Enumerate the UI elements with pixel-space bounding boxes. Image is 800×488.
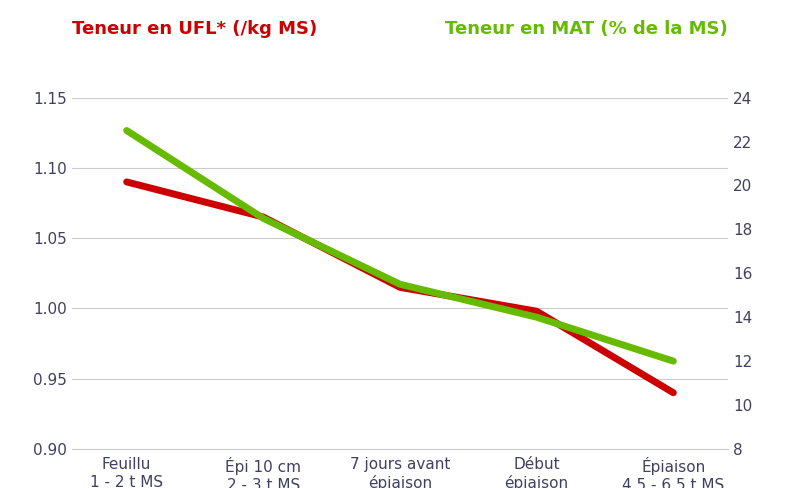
Text: Teneur en MAT (% de la MS): Teneur en MAT (% de la MS) <box>446 20 728 38</box>
Text: Teneur en UFL* (/kg MS): Teneur en UFL* (/kg MS) <box>72 20 318 38</box>
